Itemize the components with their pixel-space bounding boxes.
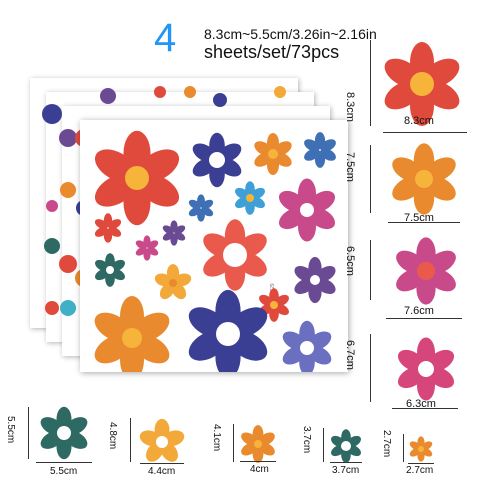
dim-line <box>403 434 404 462</box>
dim-line <box>383 132 467 133</box>
dim-line <box>130 418 131 462</box>
dim-line <box>386 318 462 319</box>
sample-8-height: 3.7cm <box>301 426 312 454</box>
sheet-count: 4 <box>154 16 177 60</box>
dim-line <box>140 463 184 464</box>
sample-6-height: 4.8cm <box>107 422 118 450</box>
dim-line <box>392 408 458 409</box>
dim-line <box>323 428 324 462</box>
dim-line <box>388 222 460 223</box>
dim-line <box>370 240 371 300</box>
sample-5-width: 5.5cm <box>50 466 78 477</box>
sample-5-height: 5.5cm <box>5 416 16 444</box>
back-sheet-top-flowers <box>100 86 286 107</box>
sample-9-height: 2.7cm <box>381 430 392 458</box>
sample-flower-5 <box>37 406 91 460</box>
dim-line <box>408 463 434 464</box>
dim-line <box>240 461 276 462</box>
dim-line <box>36 462 92 463</box>
sample-6-width: 4.4cm <box>148 466 176 477</box>
sample-flower-1 <box>379 42 465 126</box>
dim-line <box>370 145 371 213</box>
sample-1-height: 8.3cm <box>344 92 356 122</box>
sample-7-height: 4.1cm <box>211 424 222 452</box>
sample-2-width: 7.5cm <box>404 212 434 224</box>
dim-line <box>370 334 371 402</box>
sample-flower-9 <box>408 436 434 462</box>
sample-flower-8 <box>329 429 363 463</box>
sample-flower-7 <box>238 425 278 463</box>
sample-2-height: 7.5cm <box>344 152 356 182</box>
sample-flower-3 <box>392 237 460 305</box>
sample-8-width: 3.7cm <box>332 465 360 476</box>
sample-4-width: 6.3cm <box>406 398 436 410</box>
front-sheet-flowers <box>89 130 339 372</box>
sheets-set-text: sheets/set/73pcs <box>204 42 340 62</box>
sample-flower-4 <box>394 337 458 401</box>
sample-7-width: 4cm <box>250 464 269 475</box>
sample-flower-2 <box>387 143 461 215</box>
dim-line <box>330 462 362 463</box>
sample-flower-6 <box>138 418 186 466</box>
dim-line <box>370 40 371 126</box>
sample-3-height: 6.5cm <box>344 246 356 276</box>
dim-line <box>233 424 234 462</box>
sample-1-width: 8.3cm <box>404 115 434 127</box>
dim-line <box>28 407 29 459</box>
sample-3-width: 7.6cm <box>404 305 434 317</box>
size-range-text: 8.3cm~5.5cm/3.26in~2.16in <box>204 26 377 42</box>
sample-4-height: 6.7cm <box>344 340 356 370</box>
sample-9-width: 2.7cm <box>406 465 434 476</box>
